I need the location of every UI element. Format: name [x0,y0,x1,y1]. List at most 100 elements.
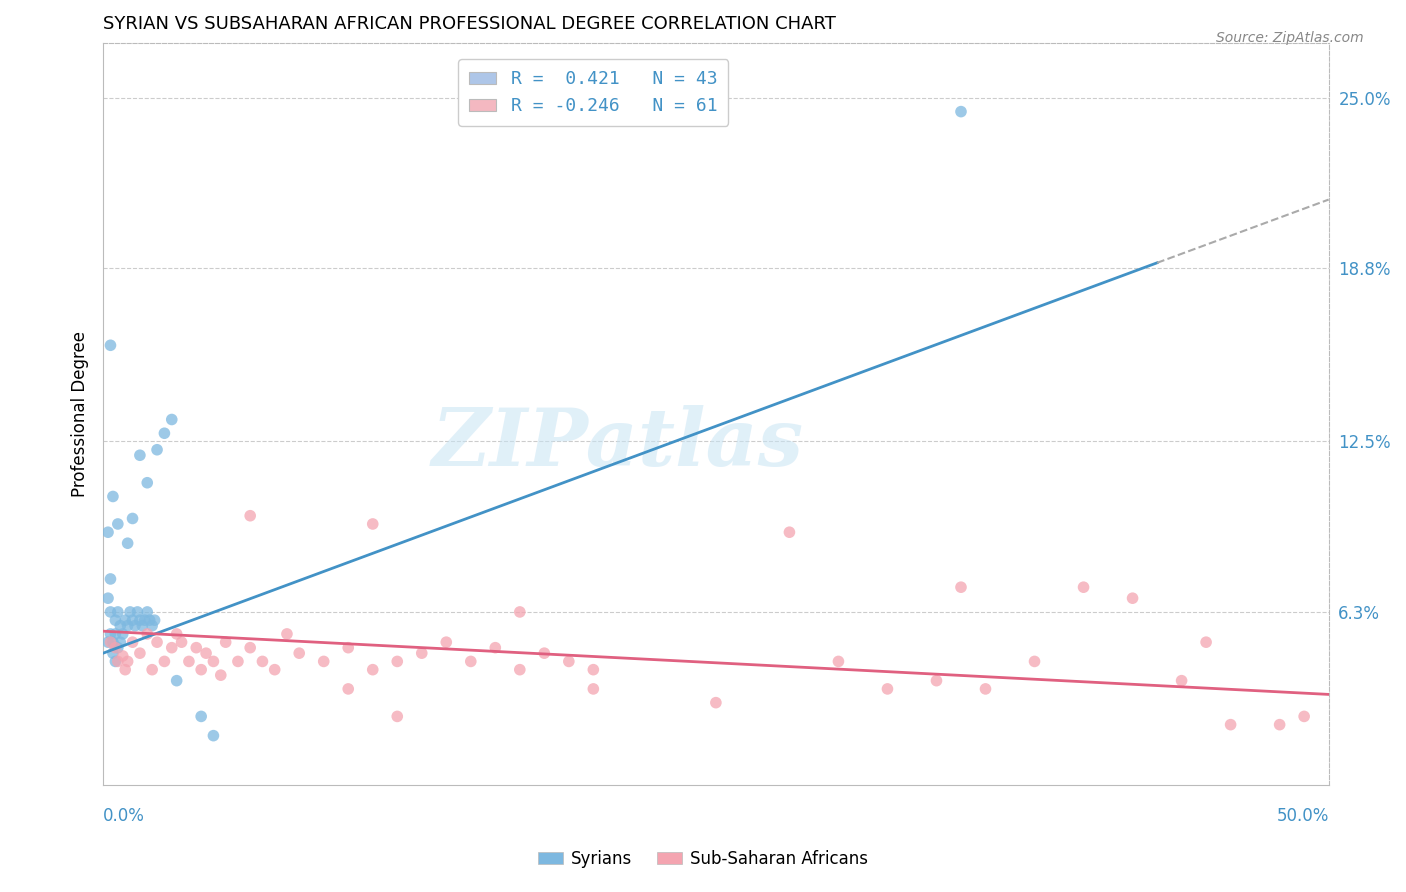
Text: 0.0%: 0.0% [103,807,145,825]
Point [337,640,360,655]
Point [101,490,124,504]
Point [121,511,143,525]
Point [252,655,274,669]
Point [136,475,159,490]
Point [827,655,849,669]
Point [134,613,156,627]
Point [153,655,176,669]
Point [1268,717,1291,731]
Point [114,613,136,627]
Point [177,655,200,669]
Point [160,412,183,426]
Point [111,627,134,641]
Point [160,640,183,655]
Point [100,627,122,641]
Point [143,613,166,627]
Point [209,668,232,682]
Point [170,635,193,649]
Point [1170,673,1192,688]
Point [215,635,238,649]
Point [1294,709,1316,723]
Point [138,613,160,627]
Point [117,618,139,632]
Point [533,646,555,660]
Text: 50.0%: 50.0% [1277,807,1329,825]
Point [141,618,163,632]
Point [97,591,120,606]
Point [107,655,129,669]
Legend: R =  0.421   N = 43, R = -0.246   N = 61: R = 0.421 N = 43, R = -0.246 N = 61 [458,60,728,126]
Point [509,663,531,677]
Text: Source: ZipAtlas.com: Source: ZipAtlas.com [1216,31,1364,45]
Legend: Syrians, Sub-Saharan Africans: Syrians, Sub-Saharan Africans [531,844,875,875]
Point [128,448,150,462]
Point [100,572,122,586]
Point [582,681,605,696]
Y-axis label: Professional Degree: Professional Degree [72,331,89,497]
Point [127,605,149,619]
Point [97,635,120,649]
Point [704,696,727,710]
Point [128,613,150,627]
Point [114,663,136,677]
Point [411,646,433,660]
Point [925,673,948,688]
Point [876,681,898,696]
Point [124,618,146,632]
Point [312,655,335,669]
Point [128,646,150,660]
Point [120,605,142,619]
Point [166,627,188,641]
Point [226,655,249,669]
Point [387,655,409,669]
Point [1024,655,1046,669]
Point [107,605,129,619]
Point [239,508,262,523]
Point [97,525,120,540]
Point [117,536,139,550]
Point [387,709,409,723]
Point [337,681,360,696]
Point [104,640,127,655]
Point [110,635,132,649]
Point [100,605,122,619]
Point [263,663,285,677]
Point [100,338,122,352]
Point [153,426,176,441]
Point [288,646,311,660]
Point [186,640,208,655]
Point [107,640,129,655]
Point [361,663,384,677]
Text: ZIPatlas: ZIPatlas [432,405,804,483]
Point [121,613,143,627]
Point [190,663,212,677]
Point [974,681,997,696]
Point [111,648,134,663]
Point [484,640,506,655]
Point [949,580,972,594]
Point [460,655,482,669]
Point [146,442,169,457]
Point [131,618,153,632]
Point [1073,580,1095,594]
Point [582,663,605,677]
Point [202,729,225,743]
Point [121,635,143,649]
Point [101,635,124,649]
Point [949,104,972,119]
Text: SYRIAN VS SUBSAHARAN AFRICAN PROFESSIONAL DEGREE CORRELATION CHART: SYRIAN VS SUBSAHARAN AFRICAN PROFESSIONA… [103,15,837,33]
Point [276,627,298,641]
Point [509,605,531,619]
Point [166,673,188,688]
Point [136,605,159,619]
Point [107,516,129,531]
Point [100,635,122,649]
Point [141,663,163,677]
Point [239,640,262,655]
Point [434,635,457,649]
Point [202,655,225,669]
Point [104,613,127,627]
Point [1122,591,1144,606]
Point [104,627,127,641]
Point [136,627,159,641]
